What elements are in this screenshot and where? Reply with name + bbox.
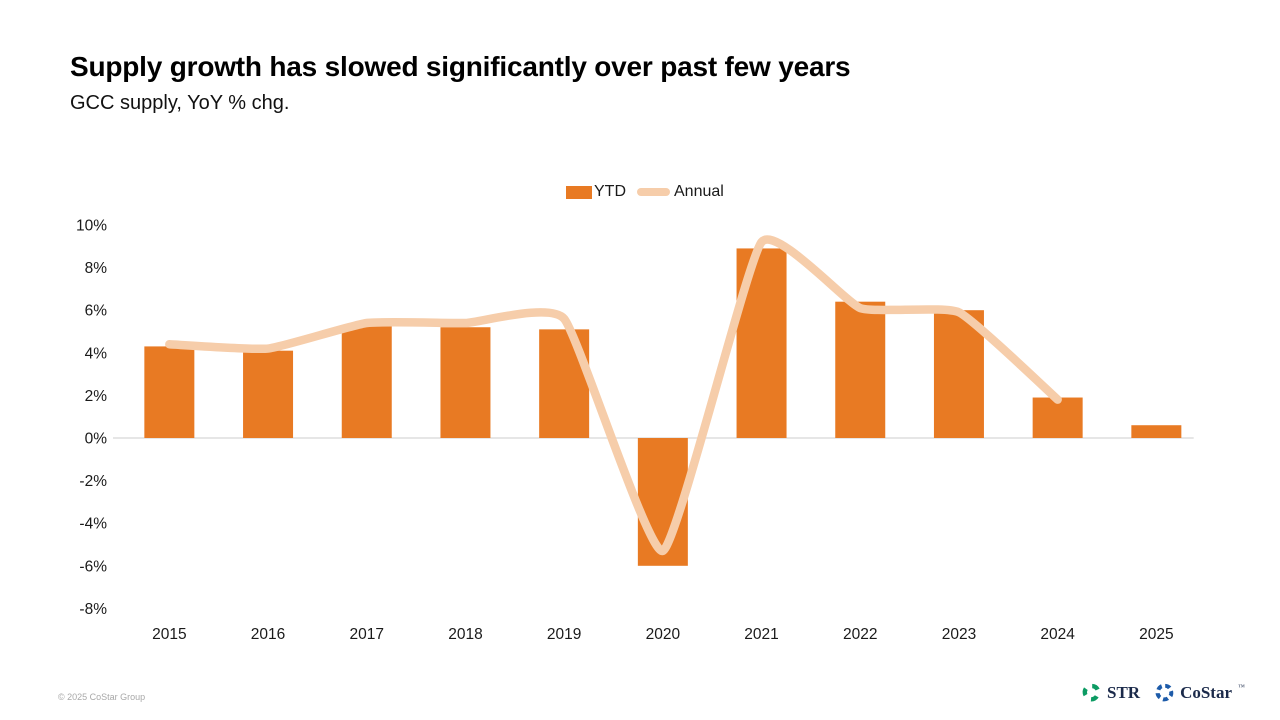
ytd-legend-swatch <box>566 185 592 199</box>
ytd-bar-2018 <box>440 327 491 438</box>
annual-legend-label: Annual <box>674 183 724 200</box>
ytd-bar-2016 <box>243 350 294 438</box>
y-tick-label: 2% <box>85 388 108 405</box>
ytd-bar-2015 <box>144 346 195 438</box>
copyright-text: © 2025 CoStar Group <box>58 692 146 702</box>
x-tick-label: 2020 <box>646 626 681 643</box>
str-wordmark: STR <box>1107 682 1141 702</box>
y-tick-label: -4% <box>79 516 107 533</box>
page-subtitle: GCC supply, YoY % chg. <box>70 92 290 114</box>
x-tick-label: 2021 <box>744 626 778 643</box>
x-tick-label: 2023 <box>942 626 976 643</box>
x-tick-label: 2018 <box>448 626 482 643</box>
chart-legend: YTD Annual <box>566 183 724 200</box>
costar-pinwheel-icon <box>1155 683 1174 702</box>
ytd-bar-2024 <box>1032 397 1083 438</box>
y-tick-label: 10% <box>76 218 107 235</box>
annual-legend-swatch <box>637 188 670 196</box>
ytd-bar-2025 <box>1131 425 1182 438</box>
x-tick-label: 2016 <box>251 626 285 643</box>
y-tick-label: 8% <box>85 260 108 277</box>
annual-line <box>165 235 1062 556</box>
ytd-bar-2017 <box>341 325 392 438</box>
costar-wordmark: CoStar <box>1180 682 1233 702</box>
x-tick-label: 2019 <box>547 626 581 643</box>
y-tick-label: -8% <box>79 601 107 618</box>
ytd-bar-2019 <box>539 329 590 438</box>
x-tick-label: 2025 <box>1139 626 1173 643</box>
x-tick-label: 2015 <box>152 626 186 643</box>
y-tick-label: 4% <box>85 345 108 362</box>
y-tick-label: 6% <box>85 303 108 320</box>
str-logo: STR <box>1081 682 1140 703</box>
str-pinwheel-icon <box>1082 683 1100 702</box>
x-tick-label: 2022 <box>843 626 877 643</box>
costar-trademark: ™ <box>1238 682 1245 691</box>
x-tick-label: 2017 <box>350 626 384 643</box>
y-tick-label: -2% <box>79 473 107 490</box>
x-tick-label: 2024 <box>1040 626 1075 643</box>
page-title: Supply growth has slowed significantly o… <box>70 51 851 82</box>
ytd-legend-label: YTD <box>594 183 626 200</box>
costar-logo: CoStar ™ <box>1154 682 1245 703</box>
y-tick-label: -6% <box>79 558 107 575</box>
footer-logos: STR CoStar ™ <box>1081 682 1245 703</box>
ytd-bar-2023 <box>933 310 984 438</box>
y-tick-label: 0% <box>85 431 108 448</box>
ytd-bar-2022 <box>835 301 886 438</box>
